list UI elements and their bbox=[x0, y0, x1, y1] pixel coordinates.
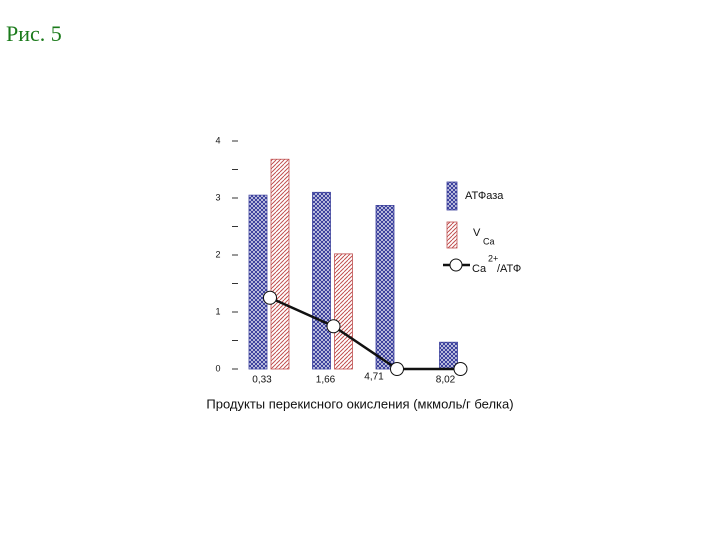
y-tick-label: 1 bbox=[215, 306, 220, 316]
y-tick-label: 2 bbox=[215, 249, 220, 259]
legend-label: V bbox=[473, 227, 481, 239]
legend-label-rest: /АТФ bbox=[497, 263, 521, 275]
legend-swatch bbox=[446, 181, 458, 211]
legend-label-sub: Ca bbox=[483, 236, 495, 246]
x-tick-label: 8,02 bbox=[436, 375, 456, 386]
x-tick-label: 4,71 bbox=[364, 372, 384, 383]
bar bbox=[375, 205, 395, 370]
bar bbox=[248, 194, 268, 370]
y-tick-label: 0 bbox=[215, 363, 220, 373]
line-marker bbox=[263, 290, 277, 305]
legend-label: АТФаза bbox=[465, 190, 504, 202]
bar bbox=[334, 253, 353, 370]
line bbox=[269, 296, 461, 371]
x-tick-label: 0,33 bbox=[252, 375, 272, 386]
x-tick-label: 1,66 bbox=[316, 375, 336, 386]
bar bbox=[270, 158, 290, 370]
line-marker bbox=[326, 319, 341, 334]
y-tick-label: 4 bbox=[215, 135, 220, 145]
figure-label: Рис. 5 bbox=[6, 21, 62, 46]
bar bbox=[312, 191, 331, 370]
line-marker bbox=[390, 362, 404, 376]
line-marker bbox=[453, 362, 468, 376]
legend-label-sup: 2+ bbox=[488, 253, 498, 263]
x-axis-label: Продукты перекисного окисления (мкмоль/г… bbox=[206, 396, 513, 411]
legend-marker bbox=[449, 258, 463, 272]
legend-label: Ca bbox=[472, 263, 487, 275]
y-tick-label: 3 bbox=[215, 192, 220, 202]
legend-swatch bbox=[446, 221, 458, 249]
